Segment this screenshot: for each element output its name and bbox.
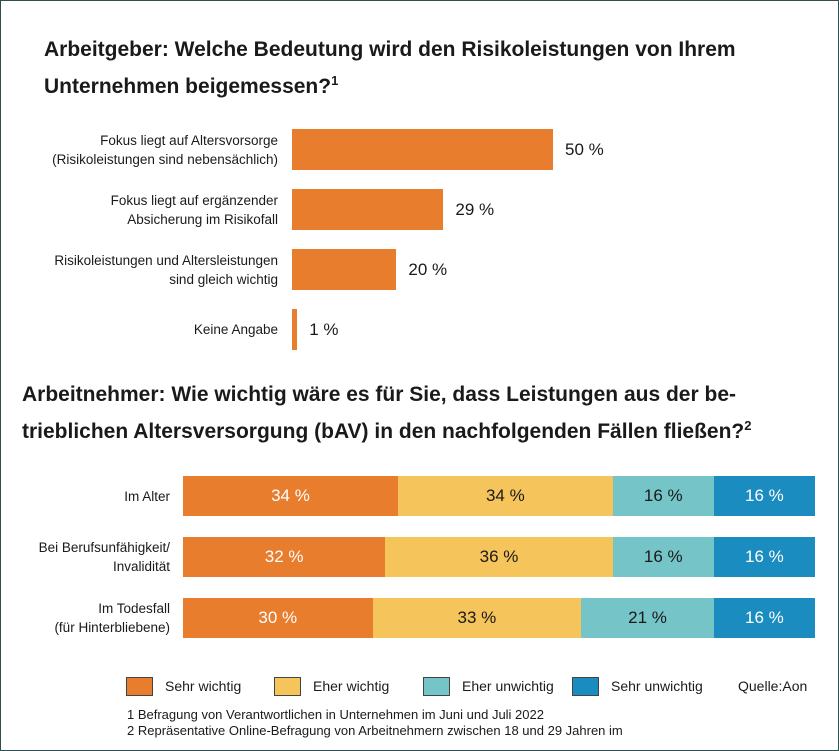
bar-segment: 21 % — [581, 598, 714, 638]
category-label: Fokus liegt auf ergänzender Absicherung … — [110, 192, 278, 227]
footnote-2: 2 Repräsentative Online-Befragung von Ar… — [127, 723, 623, 738]
bar-segment: 34 % — [183, 476, 398, 516]
legend-swatch — [274, 676, 301, 696]
footnote-1: 1 Befragung von Verantwortlichen in Unte… — [127, 707, 544, 722]
category-label: Im Todesfall (für Hinterbliebene) — [54, 601, 170, 635]
legend-label: Eher wichtig — [313, 678, 390, 694]
category-label: Bei Berufsunfähigkeit/ Invalidität — [38, 540, 170, 574]
legend-item: Eher unwichtig — [423, 676, 554, 696]
bar — [292, 249, 397, 290]
bar-segment: 32 % — [183, 537, 386, 577]
value-label: 20 % — [408, 259, 448, 279]
bar-segment: 33 % — [372, 598, 582, 638]
legend-label: Sehr wichtig — [165, 678, 242, 694]
category-label: Fokus liegt auf Altersvorsorge (Risikole… — [52, 132, 278, 167]
bar — [292, 309, 298, 350]
bar-segment: 16 % — [713, 476, 815, 516]
legend-swatch — [423, 676, 450, 696]
legend-label: Sehr unwichtig — [611, 678, 703, 694]
value-label: 50 % — [565, 139, 604, 159]
employee-title-line2: trieblichen Altersversorgung (bAV) in de… — [22, 420, 745, 443]
category-label: Im Alter — [124, 488, 170, 504]
value-label: 1 % — [309, 319, 339, 339]
employee-chart-title: Arbeitnehmer: Wie wichtig wäre es für Si… — [22, 376, 822, 450]
bar-segment: 34 % — [397, 476, 613, 516]
bar-segment: 16 % — [713, 537, 815, 577]
legend-swatch — [126, 676, 153, 696]
employer-title-line1: Arbeitgeber: Welche Bedeutung wird den R… — [44, 38, 736, 61]
legend-item: Eher wichtig — [274, 676, 389, 696]
legend-item: Sehr wichtig — [126, 676, 241, 696]
employer-chart-title: Arbeitgeber: Welche Bedeutung wird den R… — [44, 31, 824, 105]
footnote-mark-2: 2 — [744, 418, 752, 433]
category-label: Keine Angabe — [193, 322, 278, 337]
bar — [292, 129, 553, 170]
footnote-mark-1: 1 — [331, 73, 339, 88]
bar-segment: 16 % — [612, 537, 714, 577]
value-label: 29 % — [455, 199, 495, 219]
category-label: Risikoleistungen und Altersleistungen si… — [54, 252, 278, 287]
source-label: Quelle:Aon — [738, 678, 808, 694]
legend-swatch — [572, 676, 599, 696]
bar-segment: 36 % — [385, 537, 613, 577]
bar — [292, 189, 444, 230]
bar-segment: 16 % — [612, 476, 714, 516]
bar-segment: 16 % — [713, 598, 815, 638]
employer-title-line2: Unternehmen beigemessen? — [44, 75, 332, 98]
legend-label: Eher unwichtig — [462, 678, 554, 694]
legend-item: Sehr unwichtig — [572, 676, 703, 696]
bar-segment: 30 % — [183, 598, 373, 638]
employee-title-line1: Arbeitnehmer: Wie wichtig wäre es für Si… — [22, 383, 736, 406]
